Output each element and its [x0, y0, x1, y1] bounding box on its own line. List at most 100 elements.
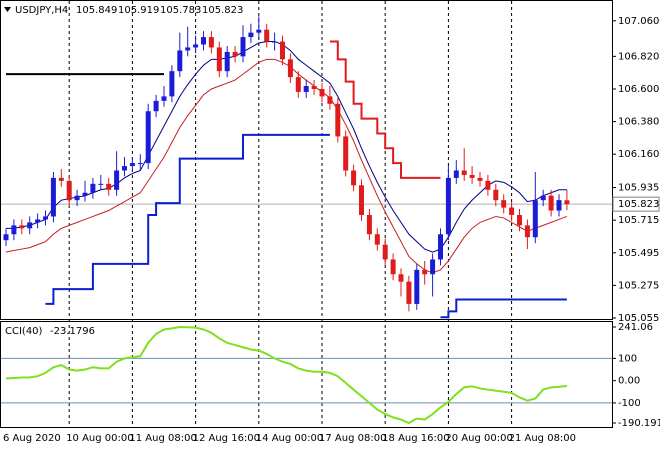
x-tick-label: 14 Aug 00:00 [256, 433, 323, 444]
candle-body [327, 96, 333, 104]
candle-body [11, 225, 17, 235]
candle-body [129, 163, 135, 167]
indicator-line [329, 40, 441, 179]
candle-body [311, 86, 317, 89]
candle-body [90, 183, 96, 193]
candle-body [248, 32, 254, 38]
candle-body [493, 189, 499, 201]
x-tick-label: 11 Aug 08:00 [129, 433, 196, 444]
candle-body [43, 216, 48, 220]
candle-body [414, 269, 420, 304]
candle-body [461, 170, 467, 175]
candle-body [161, 96, 167, 101]
x-tick-label: 6 Aug 2020 [3, 433, 61, 444]
x-tick-label: 20 Aug 00:00 [445, 433, 512, 444]
candle-body [422, 269, 428, 275]
candle-body [82, 192, 88, 196]
y-tick-label: 100 [618, 353, 637, 364]
candle-body [137, 163, 143, 165]
indicator-frame [0, 321, 613, 428]
candle-body [501, 200, 507, 208]
candle-body [224, 51, 230, 72]
candle-body [351, 170, 357, 186]
candle-body [382, 244, 388, 260]
candle-body [438, 234, 443, 260]
y-tick-label: 106.820 [618, 51, 659, 62]
candle-body [145, 111, 151, 164]
candle-body [430, 259, 436, 275]
y-tick-label: 106.380 [618, 117, 659, 128]
candle-body [272, 41, 278, 43]
symbol-title: USDJPY,H4 [15, 5, 68, 16]
y-tick-label: 241.06 [618, 322, 653, 333]
candle-body [524, 225, 530, 238]
candle-body [280, 41, 285, 60]
y-tick-label: -100 [618, 398, 641, 409]
candle-body [50, 177, 56, 217]
candle-body [66, 180, 72, 201]
candle-body [232, 51, 238, 57]
candle-body [201, 37, 206, 45]
candle-body [27, 222, 33, 229]
candle-body [240, 37, 246, 57]
candle-body [169, 71, 175, 97]
candle-body [374, 234, 380, 245]
y-tick-label: -190.1918 [618, 418, 660, 429]
menu-arrow[interactable] [4, 7, 11, 12]
y-tick-label: 106.160 [618, 149, 659, 160]
cci-line [5, 325, 568, 425]
y-tick-label: 105.055 [618, 313, 659, 324]
candle-body [564, 200, 570, 205]
candle-body [193, 44, 199, 48]
candle-body [295, 77, 301, 92]
y-tick-label: 105.275 [618, 280, 659, 291]
candle-body [390, 259, 396, 275]
candle-body [556, 200, 562, 211]
candle-body [359, 185, 364, 215]
header-open: 105.849 [76, 5, 117, 16]
last-price-box [612, 196, 660, 212]
candle-body [122, 166, 127, 171]
candle-body [398, 274, 404, 282]
y-tick-label: 105.495 [618, 248, 659, 259]
x-tick-label: 17 Aug 08:00 [319, 433, 386, 444]
candle-body [445, 177, 451, 235]
candle-body [548, 195, 554, 211]
y-tick-label: 106.600 [618, 84, 659, 95]
header-low: 105.783 [160, 5, 201, 16]
candle-body [469, 174, 475, 178]
candle-body [319, 88, 325, 97]
y-tick-label: 107.060 [618, 16, 659, 27]
candle-body [74, 195, 80, 201]
candle-body [540, 195, 546, 201]
main-frame [0, 0, 613, 320]
indicator-line [5, 58, 568, 274]
candle-body [287, 59, 293, 78]
candle-body [3, 234, 9, 241]
last-price-label: 105.823 [618, 199, 659, 210]
x-tick-label: 21 Aug 08:00 [509, 433, 576, 444]
indicator-line [6, 41, 567, 253]
indicator-line [45, 133, 567, 319]
candle-body [264, 29, 270, 42]
candle-body [343, 136, 349, 171]
candle-body [303, 86, 309, 92]
candle-body [477, 177, 483, 181]
candle-body [532, 200, 538, 238]
header-close: 105.823 [202, 5, 243, 16]
candle-body [177, 50, 183, 72]
candle-body [153, 100, 159, 112]
candle-body [509, 207, 515, 215]
candle-body [19, 225, 25, 229]
candle-body [406, 281, 412, 304]
candle-body [256, 29, 262, 33]
candle-body [517, 214, 522, 226]
y-tick-label: 0.00 [618, 376, 640, 387]
candle-body [335, 103, 341, 137]
candle-body [185, 47, 191, 51]
header-high: 105.919 [118, 5, 159, 16]
candle-body [453, 170, 459, 178]
indicator-title: CCI(40) [5, 326, 43, 337]
